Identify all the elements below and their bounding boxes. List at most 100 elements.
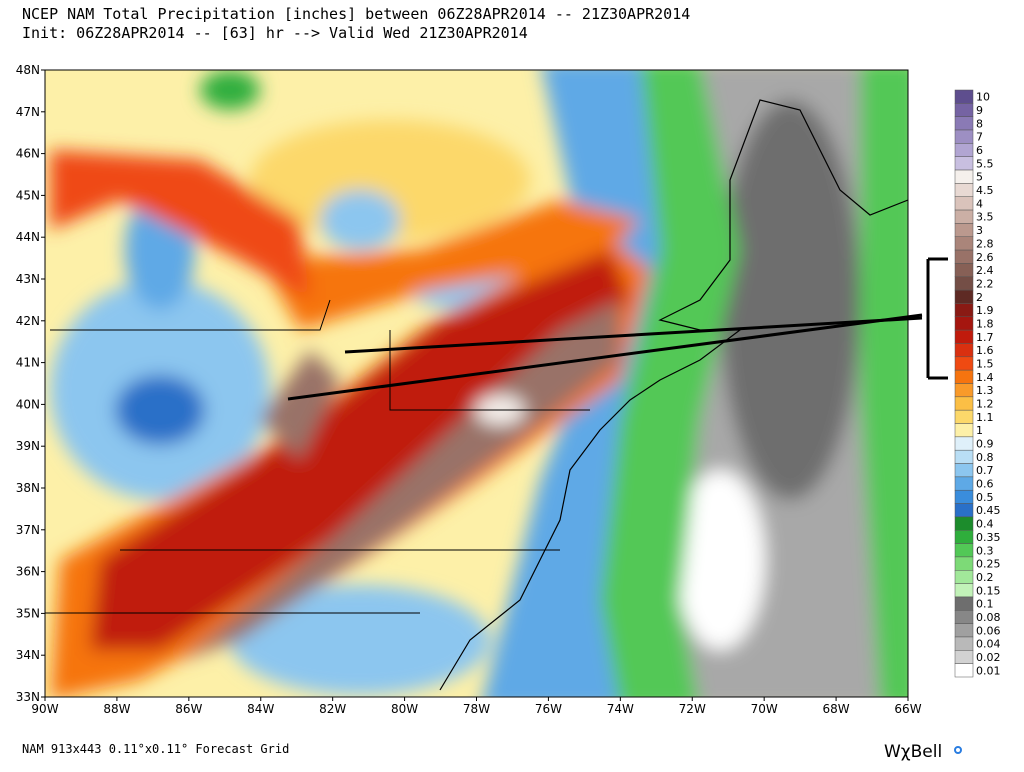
legend-swatch (954, 143, 974, 157)
legend-swatch (954, 610, 974, 624)
legend-swatch (954, 650, 974, 664)
legend-swatch (954, 103, 974, 117)
grid-info: NAM 913x443 0.11°x0.11° Forecast Grid (22, 742, 289, 756)
legend-label: 1.1 (976, 411, 994, 424)
legend-label: 0.5 (976, 491, 994, 504)
legend-swatch (954, 530, 974, 544)
legend-swatch (954, 129, 974, 144)
legend-label: 0.2 (976, 571, 994, 584)
lon-label: 90W (31, 702, 58, 716)
lon-label: 76W (535, 702, 562, 716)
legend-swatch (954, 209, 974, 224)
lon-label: 70W (751, 702, 778, 716)
legend-label: 0.02 (976, 651, 1001, 664)
legend-swatch (954, 396, 974, 411)
legend-label: 0.06 (976, 624, 1001, 637)
lon-label: 78W (463, 702, 490, 716)
legend-label: 3 (976, 224, 983, 237)
legend-swatch (954, 249, 974, 264)
lat-label: 39N (16, 439, 40, 453)
legend-swatch (954, 423, 974, 438)
lon-label: 74W (607, 702, 634, 716)
legend-label: 1.5 (976, 357, 994, 370)
lat-label: 34N (16, 648, 40, 662)
legend-swatch (954, 223, 974, 237)
legend-swatch (954, 343, 974, 358)
legend-swatch (954, 329, 974, 344)
legend-swatch (954, 303, 974, 318)
legend-label: 4 (976, 197, 983, 210)
legend-swatch (954, 169, 974, 184)
legend-label: 10 (976, 91, 990, 104)
lon-label: 66W (894, 702, 921, 716)
lon-label: 88W (103, 702, 130, 716)
legend-swatch (954, 89, 974, 104)
lat-label: 45N (16, 188, 40, 202)
legend-swatch (954, 489, 974, 504)
precip-field (45, 70, 908, 697)
legend-label: 0.8 (976, 451, 994, 464)
legend-swatch (954, 356, 974, 371)
legend-label: 1.7 (976, 331, 994, 344)
legend-label: 5 (976, 171, 983, 184)
legend-swatch (954, 663, 974, 678)
legend-label: 0.15 (976, 584, 1001, 597)
legend-label: 0.6 (976, 478, 994, 491)
legend-label: 3.5 (976, 211, 994, 224)
lat-label: 33N (16, 690, 40, 704)
legend-label: 1.6 (976, 344, 994, 357)
legend-label: 0.01 (976, 664, 1001, 677)
legend-swatch (954, 556, 974, 571)
brand: WχBell (884, 742, 942, 762)
lat-label: 37N (16, 523, 40, 537)
legend-swatch (954, 463, 974, 478)
legend-label: 2.8 (976, 237, 994, 250)
legend-label: 0.04 (976, 638, 1001, 651)
legend-swatch (954, 636, 974, 651)
subtitle: Init: 06Z28APR2014 -- [63] hr --> Valid … (22, 24, 528, 42)
legend-swatch (954, 263, 974, 278)
legend-swatch (954, 596, 974, 611)
legend-swatch (954, 436, 974, 451)
legend-label: 2.6 (976, 251, 994, 264)
lon-label: 72W (679, 702, 706, 716)
title: NCEP NAM Total Precipitation [inches] be… (22, 5, 690, 23)
legend-swatch (954, 503, 974, 518)
legend-label: 1.8 (976, 317, 994, 330)
brand-dot (954, 746, 962, 754)
lat-label: 46N (16, 147, 40, 161)
lat-label: 47N (16, 105, 40, 119)
legend-swatch (954, 196, 974, 211)
legend-label: 4.5 (976, 184, 994, 197)
legend-label: 7 (976, 131, 983, 144)
lat-label: 41N (16, 356, 40, 370)
legend-swatch (954, 516, 974, 531)
legend-label: 6 (976, 144, 983, 157)
annotation (287, 257, 948, 401)
legend-swatch (954, 276, 974, 291)
legend-label: 0.9 (976, 438, 994, 451)
lat-label: 44N (16, 230, 40, 244)
legend-label: 1.4 (976, 371, 994, 384)
lon-label: 86W (175, 702, 202, 716)
lon-label: 80W (391, 702, 418, 716)
legend-swatch (954, 369, 974, 384)
legend-swatch (954, 383, 974, 398)
lat-label: 35N (16, 606, 40, 620)
legend-swatch (954, 583, 974, 598)
legend-swatch (954, 183, 974, 197)
legend-label: 0.4 (976, 518, 994, 531)
lat-label: 43N (16, 272, 40, 286)
legend-label: 1 (976, 424, 983, 437)
lon-label: 82W (319, 702, 346, 716)
legend-label: 0.35 (976, 531, 1001, 544)
legend-swatch (954, 476, 974, 491)
legend-label: 0.25 (976, 558, 1001, 571)
legend-label: 2 (976, 291, 983, 304)
legend-label: 2.2 (976, 277, 994, 290)
legend-label: 1.2 (976, 398, 994, 411)
legend-swatch (954, 543, 974, 558)
legend-label: 0.08 (976, 611, 1001, 624)
